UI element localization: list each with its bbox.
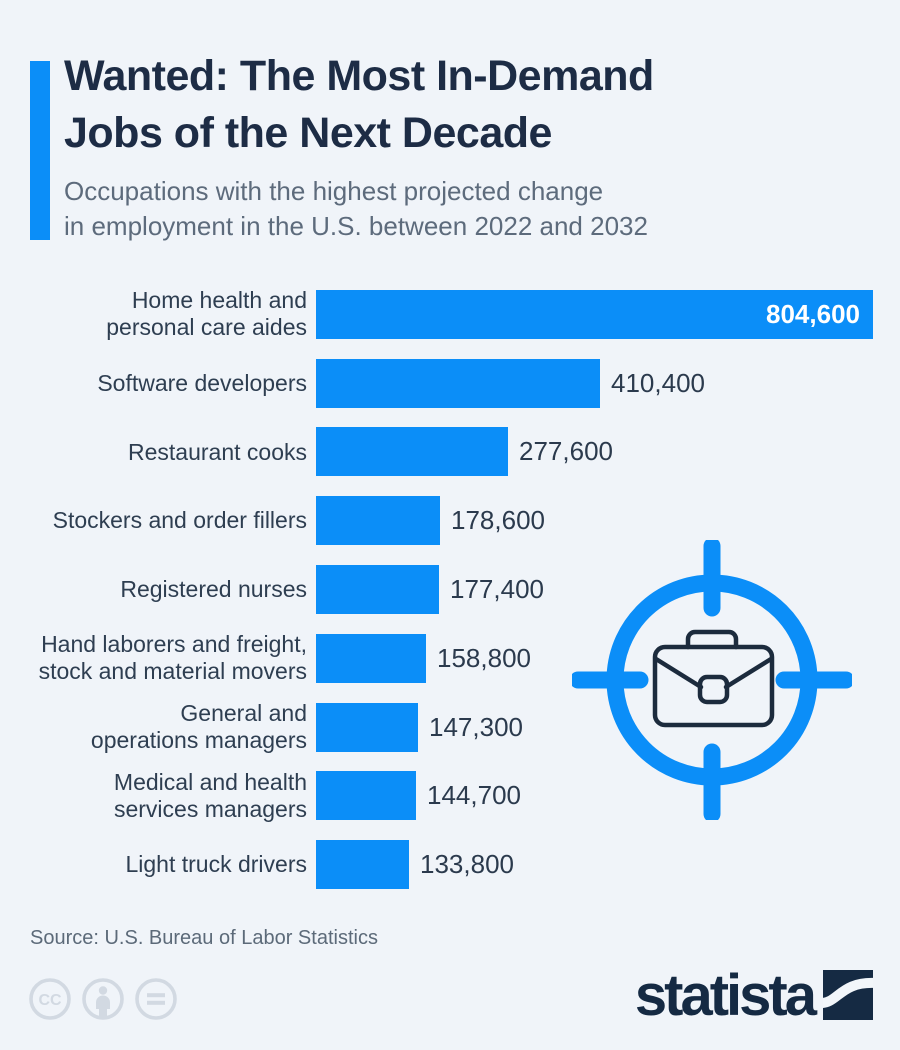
svg-text:CC: CC [38, 992, 62, 1009]
bar-value-label: 410,400 [611, 367, 705, 398]
bar-track: 147,300 [316, 702, 875, 752]
bar-track: 158,800 [316, 633, 875, 683]
page-subtitle: Occupations with the highest projected c… [64, 176, 648, 242]
chart-row: Restaurant cooks 277,600 [30, 418, 875, 487]
bar [316, 358, 600, 408]
category-label: Medical and health services managers [113, 769, 307, 822]
bar-track: 178,600 [316, 496, 875, 546]
bar [316, 840, 409, 890]
bar-track: 410,400 [316, 358, 875, 408]
bar-chart: Home health and personal care aides 804,… [30, 280, 875, 899]
chart-row: Software developers 410,400 [30, 349, 875, 418]
bar-value-label: 147,300 [429, 711, 523, 742]
category-label: Light truck drivers [125, 851, 307, 878]
statista-logo-square [823, 970, 873, 1020]
bar [316, 565, 439, 615]
bar-track: 804,600 [316, 289, 875, 339]
briefcase-target-icon [572, 540, 852, 820]
attribution-icon [82, 978, 124, 1020]
statista-logo: statista [634, 963, 873, 1029]
bar: 804,600 [316, 289, 873, 339]
bar-track: 177,400 [316, 565, 875, 615]
category-label: Restaurant cooks [128, 438, 307, 465]
bar-value-label: 178,600 [451, 505, 545, 536]
category-label: Software developers [97, 369, 307, 396]
chart-row: Light truck drivers 133,800 [30, 830, 875, 899]
bar-value-label: 804,600 [766, 298, 860, 329]
creative-commons-icon: CC [29, 978, 71, 1020]
statista-wordmark: statista [634, 963, 817, 1029]
chart-row: General and operations managers 147,300 [30, 693, 875, 762]
bar-track: 277,600 [316, 427, 875, 477]
bar-track: 133,800 [316, 840, 875, 890]
chart-row: Medical and health services managers 144… [30, 762, 875, 831]
bar-value-label: 144,700 [427, 780, 521, 811]
bar-value-label: 177,400 [450, 574, 544, 605]
chart-row: Hand laborers and freight, stock and mat… [30, 624, 875, 693]
bar [316, 427, 508, 477]
no-derivatives-icon [135, 978, 177, 1020]
category-label: Home health and personal care aides [106, 287, 307, 341]
bar [316, 771, 416, 821]
chart-row: Home health and personal care aides 804,… [30, 280, 875, 349]
category-label: General and operations managers [90, 700, 307, 754]
bar [316, 496, 440, 546]
license-icons: CC [27, 976, 179, 1022]
category-label: Registered nurses [120, 576, 307, 603]
source-text: Source: U.S. Bureau of Labor Statistics [30, 927, 378, 949]
bar-value-label: 277,600 [519, 436, 613, 467]
chart-row: Stockers and order fillers 178,600 [30, 486, 875, 555]
category-label: Stockers and order fillers [52, 507, 307, 534]
category-label: Hand laborers and freight, stock and mat… [38, 631, 307, 685]
chart-row: Registered nurses 177,400 [30, 555, 875, 624]
bar-track: 144,700 [316, 771, 875, 821]
bar [316, 633, 426, 683]
bar-value-label: 158,800 [437, 642, 531, 673]
bar-value-label: 133,800 [420, 849, 514, 880]
title-accent-bar [30, 61, 50, 240]
page-title: Wanted: The Most In-Demand Jobs of the N… [64, 52, 654, 158]
bar [316, 702, 418, 752]
